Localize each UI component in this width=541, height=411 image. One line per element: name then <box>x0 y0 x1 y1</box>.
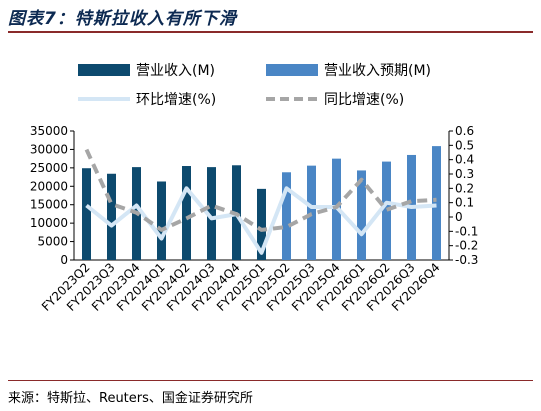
legend-label-forecast: 营业收入预期(M) <box>324 63 431 79</box>
source-rule <box>8 380 533 381</box>
y-right-tick-label: -0.3 <box>455 253 478 267</box>
source-note: 来源：特斯拉、Reuters、国金证券研究所 <box>8 391 253 406</box>
y-left-tick-label: 15000 <box>30 198 68 212</box>
bar-forecast <box>357 170 366 260</box>
bar-forecast <box>432 146 441 260</box>
y-left-tick-label: 20000 <box>30 179 68 193</box>
bar-actual <box>257 188 266 260</box>
axes: 05000100001500020000250003000035000-0.3-… <box>30 124 479 267</box>
y-left-tick-label: 25000 <box>30 161 68 175</box>
lines <box>84 148 437 255</box>
y-left-tick-label: 5000 <box>37 235 68 249</box>
bar-actual <box>82 168 91 260</box>
bar-forecast <box>382 161 391 260</box>
bar-actual <box>207 167 216 260</box>
chart-title: 图表7：特斯拉收入有所下滑 <box>8 9 237 29</box>
y-right-tick-label: -0.2 <box>455 239 478 253</box>
legend-swatch-forecast <box>266 64 318 76</box>
y-right-tick-label: 0.6 <box>455 124 474 138</box>
bar-forecast <box>307 165 316 260</box>
legend-label-qoq: 环比增速(%) <box>136 92 216 108</box>
y-left-tick-label: 35000 <box>30 124 68 138</box>
legend-label-yoy: 同比增速(%) <box>324 92 404 108</box>
line-qoq-growth <box>85 186 437 255</box>
revenue-chart: 营业收入(M) 营业收入预期(M) 环比增速(%) 同比增速(%) 0 5000 1… <box>30 63 479 314</box>
y-right-tick-label: 0.2 <box>455 181 474 195</box>
y-right-tick-label: 0.3 <box>455 167 474 181</box>
bar-actual <box>182 166 191 260</box>
bar-forecast <box>282 172 291 260</box>
line-yoy-growth <box>84 148 437 232</box>
x-axis-labels: FY2023Q2FY2023Q3FY2023Q4FY2024Q1FY2024Q2… <box>39 260 443 314</box>
bar-actual <box>107 173 116 260</box>
y-left-tick-label: 0 <box>60 253 68 267</box>
y-right-tick-label: 0.4 <box>455 153 474 167</box>
bar-actual <box>157 181 166 260</box>
y-right-tick-label: -0.1 <box>455 224 478 238</box>
title-rule <box>8 31 533 33</box>
y-left-tick-label: 30000 <box>30 142 68 156</box>
y-right-tick-label: 0.1 <box>455 196 474 210</box>
legend: 营业收入(M) 营业收入预期(M) 环比增速(%) 同比增速(%) <box>78 63 431 108</box>
legend-label-actual: 营业收入(M) <box>136 63 215 79</box>
y-right-tick-label: 0 <box>455 210 463 224</box>
legend-swatch-actual <box>78 64 130 76</box>
y-left-tick-label: 10000 <box>30 216 68 230</box>
y-right-tick-label: 0.5 <box>455 138 474 152</box>
